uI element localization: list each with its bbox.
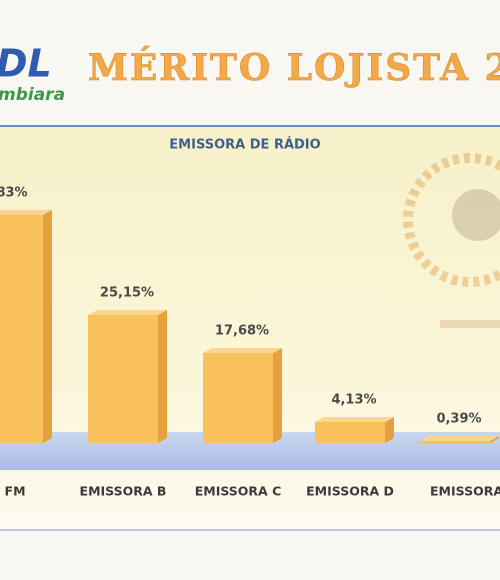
- logo-city: mbiara: [0, 85, 65, 105]
- bar-top: [203, 348, 282, 354]
- bar: [420, 441, 490, 443]
- data-label: 0,39%: [436, 412, 481, 427]
- x-tick-label: EMISSORA C: [195, 484, 282, 499]
- chart-title: EMISSORA DE RÁDIO: [169, 137, 320, 153]
- x-tick-label: A FM: [0, 484, 26, 499]
- x-tick-label: EMISSORA B: [80, 484, 167, 499]
- bar: [203, 353, 273, 443]
- page-title: MÉRITO LOJISTA 2: [88, 47, 500, 89]
- bar-top: [88, 309, 167, 315]
- x-tick-label: EMISSORA: [430, 484, 500, 499]
- x-tick-label: EMISSORA D: [306, 484, 394, 499]
- data-label: 17,68%: [215, 324, 269, 339]
- seal: [403, 153, 500, 328]
- bar-side: [43, 209, 52, 443]
- bar-side: [273, 348, 282, 443]
- bar-side: [385, 416, 394, 443]
- bar-side: [158, 309, 167, 443]
- bar: [88, 314, 158, 443]
- bar-top: [315, 416, 394, 422]
- bar-top: [420, 436, 499, 442]
- logo: DL: [0, 42, 52, 86]
- bar-top: [0, 209, 52, 215]
- data-label: 83%: [0, 185, 28, 200]
- bar-side: [490, 436, 499, 443]
- bar: [315, 421, 385, 443]
- data-label: 25,15%: [100, 285, 154, 300]
- bar: [0, 214, 43, 443]
- data-label: 4,13%: [331, 392, 376, 407]
